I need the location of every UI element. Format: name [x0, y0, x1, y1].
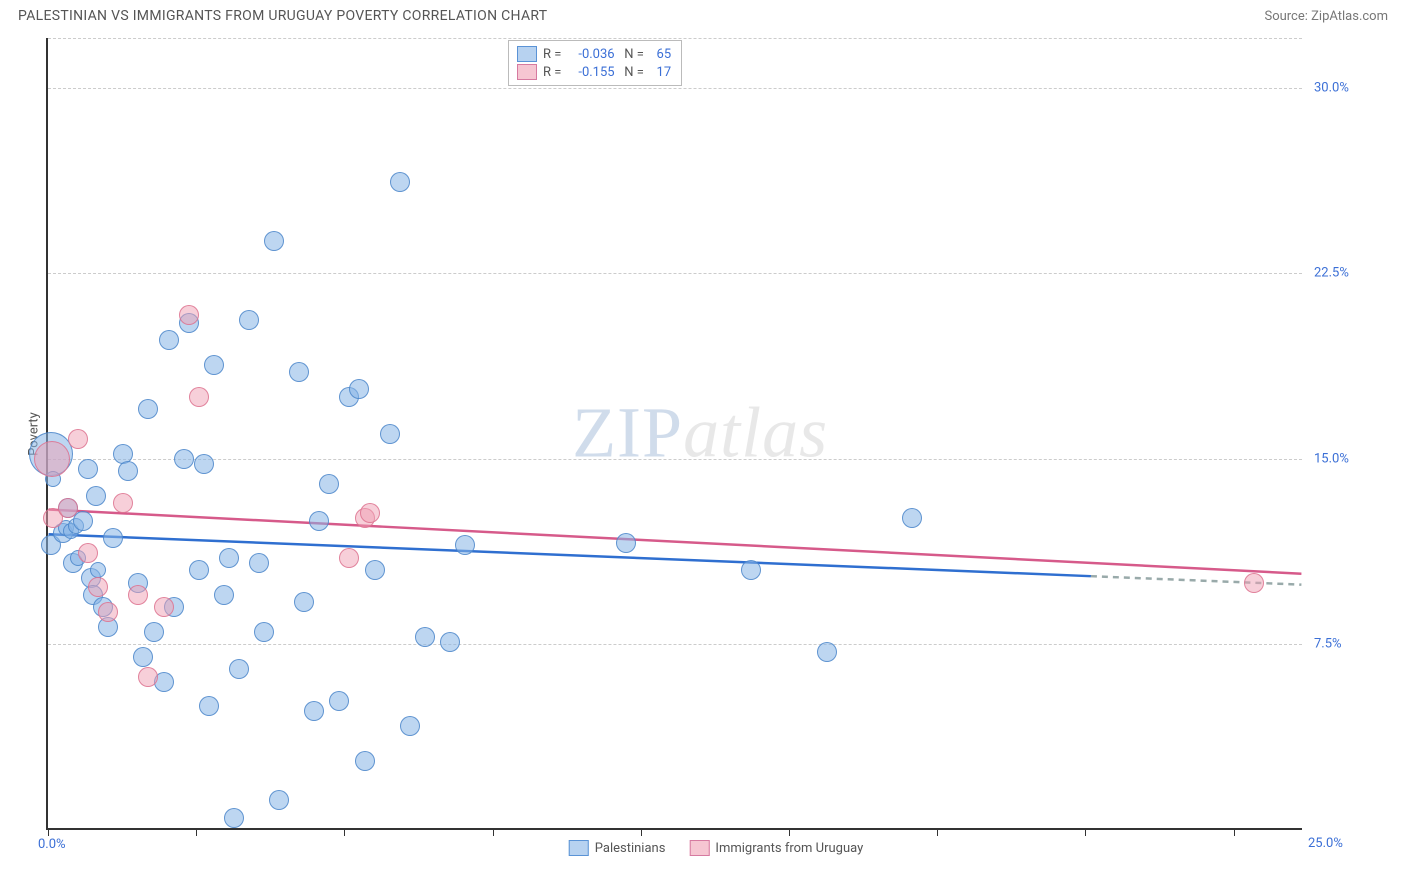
- x-tick: [789, 828, 790, 836]
- legend-text: R = -0.155 N = 17: [543, 65, 671, 80]
- data-point: [339, 548, 359, 568]
- data-point: [78, 543, 98, 563]
- data-point: [309, 511, 329, 531]
- data-point: [289, 362, 309, 382]
- data-point: [159, 330, 179, 350]
- data-point: [616, 533, 636, 553]
- data-point: [98, 602, 118, 622]
- y-tick-label: 30.0%: [1314, 80, 1349, 95]
- data-point: [133, 647, 153, 667]
- data-point: [264, 231, 284, 251]
- gridline: [48, 644, 1302, 645]
- data-point: [144, 622, 164, 642]
- legend-label: Immigrants from Uruguay: [715, 841, 863, 856]
- legend-swatch: [689, 840, 709, 856]
- gridline: [48, 273, 1302, 274]
- data-point: [360, 503, 380, 523]
- trend-line: [1091, 576, 1301, 584]
- data-point: [86, 486, 106, 506]
- chart-title: PALESTINIAN VS IMMIGRANTS FROM URUGUAY P…: [18, 8, 547, 24]
- data-point: [204, 355, 224, 375]
- gridline: [48, 459, 1302, 460]
- y-tick-label: 7.5%: [1314, 637, 1342, 652]
- data-point: [138, 667, 158, 687]
- data-point: [88, 577, 108, 597]
- data-point: [58, 498, 78, 518]
- correlation-legend-row: R = -0.036 N = 65: [517, 45, 671, 63]
- gridline: [48, 38, 1302, 39]
- data-point: [455, 535, 475, 555]
- data-point: [34, 441, 70, 477]
- legend-item: Palestinians: [569, 840, 666, 856]
- data-point: [249, 553, 269, 573]
- data-point: [380, 424, 400, 444]
- data-point: [269, 790, 289, 810]
- gridline: [48, 88, 1302, 89]
- legend-item: Immigrants from Uruguay: [689, 840, 863, 856]
- x-tick: [196, 828, 197, 836]
- data-point: [78, 459, 98, 479]
- x-tick: [48, 828, 49, 836]
- data-point: [90, 562, 106, 578]
- watermark: ZIPatlas: [572, 392, 828, 475]
- x-tick: [641, 828, 642, 836]
- data-point: [154, 597, 174, 617]
- data-point: [741, 560, 761, 580]
- data-point: [415, 627, 435, 647]
- data-point: [239, 310, 259, 330]
- data-point: [254, 622, 274, 642]
- series-legend: Palestinians Immigrants from Uruguay: [569, 840, 864, 856]
- data-point: [817, 642, 837, 662]
- data-point: [319, 474, 339, 494]
- legend-swatch: [569, 840, 589, 856]
- data-point: [400, 716, 420, 736]
- data-point: [189, 560, 209, 580]
- data-point: [189, 387, 209, 407]
- data-point: [294, 592, 314, 612]
- data-point: [355, 751, 375, 771]
- data-point: [118, 461, 138, 481]
- x-axis-origin-label: 0.0%: [38, 837, 66, 852]
- data-point: [68, 429, 88, 449]
- legend-swatch: [517, 64, 537, 80]
- legend-label: Palestinians: [595, 841, 666, 856]
- data-point: [224, 808, 244, 828]
- correlation-legend-row: R = -0.155 N = 17: [517, 63, 671, 81]
- y-tick-label: 22.5%: [1314, 266, 1349, 281]
- data-point: [174, 449, 194, 469]
- plot-area: ZIPatlas R = -0.036 N = 65 R = -0.155 N =…: [46, 38, 1302, 830]
- x-axis-end-label: 25.0%: [1308, 836, 1406, 860]
- x-tick: [1234, 828, 1235, 836]
- legend-swatch: [517, 46, 537, 62]
- y-tick-label: 15.0%: [1314, 451, 1349, 466]
- data-point: [304, 701, 324, 721]
- data-point: [229, 659, 249, 679]
- data-point: [902, 508, 922, 528]
- x-tick: [1085, 828, 1086, 836]
- chart-container: Poverty ZIPatlas R = -0.036 N = 65R = -0…: [46, 38, 1386, 830]
- data-point: [214, 585, 234, 605]
- data-point: [329, 691, 349, 711]
- data-point: [179, 305, 199, 325]
- source-attribution: Source: ZipAtlas.com: [1264, 9, 1388, 24]
- data-point: [113, 493, 133, 513]
- data-point: [219, 548, 239, 568]
- data-point: [349, 379, 369, 399]
- trendlines-svg: [48, 38, 1302, 828]
- x-tick: [493, 828, 494, 836]
- data-point: [440, 632, 460, 652]
- data-point: [138, 399, 158, 419]
- data-point: [194, 454, 214, 474]
- data-point: [128, 585, 148, 605]
- x-tick: [344, 828, 345, 836]
- legend-text: R = -0.036 N = 65: [543, 47, 671, 62]
- data-point: [365, 560, 385, 580]
- correlation-legend: R = -0.036 N = 65 R = -0.155 N = 17: [508, 40, 682, 86]
- x-tick: [937, 828, 938, 836]
- data-point: [390, 172, 410, 192]
- data-point: [199, 696, 219, 716]
- data-point: [103, 528, 123, 548]
- data-point: [1244, 573, 1264, 593]
